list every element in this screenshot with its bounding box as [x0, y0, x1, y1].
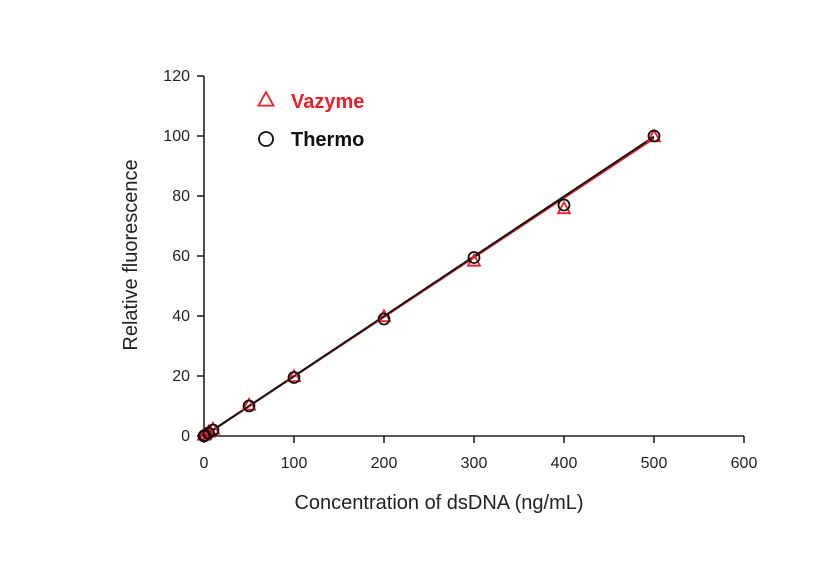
y-axis-title: Relative fluorescence — [120, 159, 142, 350]
triangle-icon — [256, 90, 276, 107]
vazyme-point — [466, 253, 482, 267]
x-tick-label: 500 — [641, 455, 668, 472]
thermo-point — [377, 312, 391, 326]
y-tick-label: 0 — [181, 428, 190, 445]
legend-label-vazyme: Vazyme — [291, 91, 364, 113]
x-ticks: 0 100 200 300 400 500 600 — [200, 436, 758, 472]
vazyme-point — [241, 397, 257, 411]
thermo-point — [557, 198, 571, 212]
vazyme-point — [556, 200, 572, 215]
legend-label-thermo: Thermo — [291, 129, 364, 151]
y-tick-label: 120 — [163, 68, 190, 85]
x-tick-label: 300 — [461, 455, 488, 472]
y-ticks: 0 20 40 60 80 100 120 — [163, 68, 204, 445]
circle-icon — [258, 131, 274, 147]
legend-marker-thermo — [258, 131, 274, 147]
y-tick-label: 60 — [172, 248, 190, 265]
thermo-point — [467, 251, 481, 264]
legend-marker-vazyme — [256, 90, 276, 107]
x-tick-label: 100 — [281, 455, 308, 472]
y-tick-label: 40 — [172, 308, 190, 325]
legend: Vazyme Thermo — [256, 90, 364, 151]
fit-line-thermo — [203, 135, 655, 437]
thermo-point — [647, 129, 661, 143]
x-tick-label: 200 — [371, 455, 398, 472]
thermo-point — [242, 399, 256, 413]
y-tick-label: 80 — [172, 188, 190, 205]
y-tick-label: 20 — [172, 368, 190, 385]
vazyme-point — [286, 368, 302, 383]
x-axis-title: Concentration of dsDNA (ng/mL) — [294, 492, 583, 514]
thermo-point — [206, 423, 220, 437]
axes: 0 100 200 300 400 500 600 0 20 40 60 80 100 120 — [163, 68, 757, 472]
x-tick-label: 600 — [731, 455, 758, 472]
fit-lines — [203, 135, 655, 437]
y-tick-label: 100 — [163, 128, 190, 145]
thermo-point — [287, 371, 301, 384]
vazyme-point — [376, 308, 392, 323]
x-tick-label: 0 — [200, 455, 209, 472]
x-tick-label: 400 — [551, 455, 578, 472]
data-markers — [196, 128, 662, 443]
